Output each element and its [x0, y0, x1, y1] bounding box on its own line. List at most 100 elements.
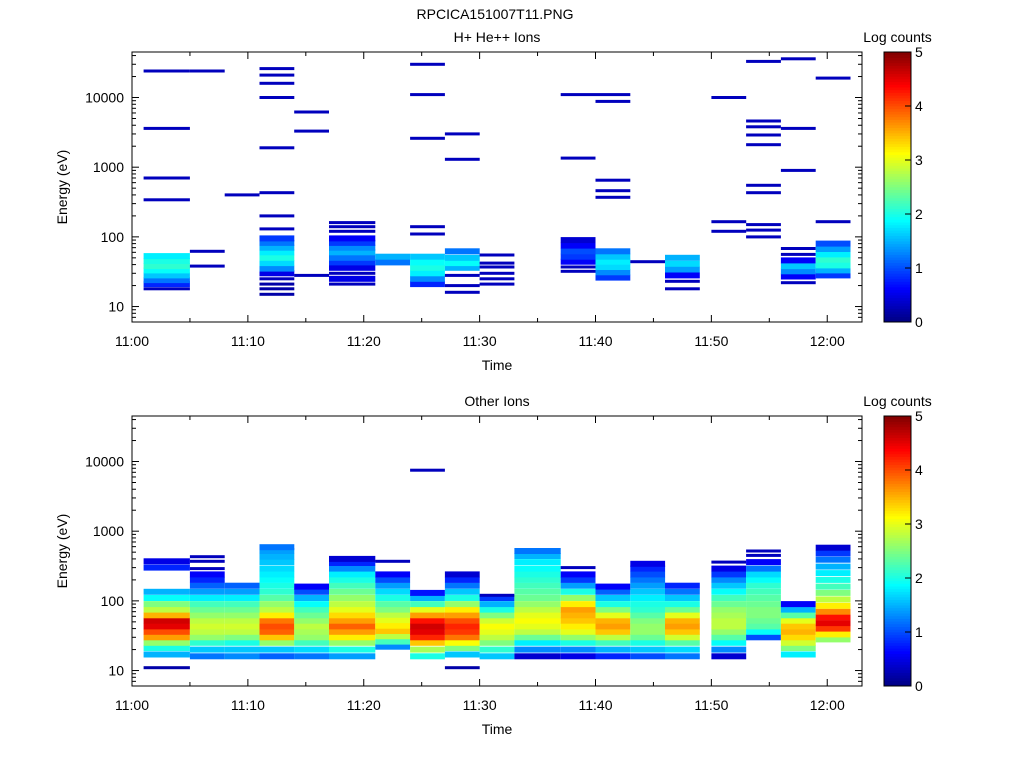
p0-colorbar-band	[884, 286, 911, 290]
p1-colorbar-band	[884, 591, 911, 595]
p1-colorbar-band	[884, 656, 911, 660]
p1-colorbar-band	[884, 567, 911, 571]
p0-cell-5-9	[329, 235, 376, 242]
p1-cell-9-10	[479, 595, 515, 601]
p0-cell-13-4	[665, 260, 700, 267]
p1-cell-3-1	[259, 646, 295, 653]
p1-cell-0-8	[143, 612, 190, 619]
p1-colorbar-band	[884, 486, 911, 490]
p0-colorbar-band	[884, 241, 911, 245]
p0-cell-3-3	[259, 277, 295, 281]
p1-cell-16-9	[746, 582, 781, 589]
p0-colorbar-band	[884, 106, 911, 110]
p0-panel-title: H+ He++ Ions	[454, 29, 541, 45]
p0-colorbar-band	[884, 133, 911, 137]
p1-cell-11-3	[560, 634, 596, 641]
p0-colorbar-band	[884, 311, 911, 315]
p1-colorbar-band	[884, 551, 911, 555]
p0-colorbar-band	[884, 265, 911, 269]
p1-cell-8-2	[444, 645, 480, 652]
p1-colorbar-band	[884, 483, 911, 487]
p1-cell-6-6	[375, 611, 411, 618]
p1-cell-15-0	[711, 653, 747, 660]
p1-cell-15-2	[711, 639, 747, 646]
p1-cell-11-5	[560, 623, 596, 630]
p1-cell-13-10	[630, 595, 666, 601]
p1-cell-10-17	[514, 553, 561, 559]
p1-colorbar-band	[884, 596, 911, 600]
p1-cell-8-12	[444, 588, 480, 595]
p0-colorbar-band	[884, 238, 911, 242]
p1-cell-10-10	[514, 595, 561, 601]
p0-cell-17-4	[815, 251, 851, 258]
p1-colorbar-band	[884, 472, 911, 476]
p1-cell-1-1	[189, 646, 225, 653]
p1-cell-16-0	[746, 634, 781, 641]
p0-colorbar-band	[884, 276, 911, 280]
p1-cell-11-13	[560, 576, 596, 583]
p1-cell-14-4	[665, 628, 700, 635]
p0-colorbar-band	[884, 300, 911, 304]
p1-cell-3-17	[259, 553, 295, 560]
p1-cell-4-7	[294, 612, 329, 619]
p1-cell-3-13	[259, 576, 295, 583]
p0-cell-11-9	[595, 99, 631, 103]
p1-colorbar-band	[884, 461, 911, 465]
p1-cell-14-12	[665, 582, 700, 589]
p0-cell-16-6	[780, 247, 816, 250]
p0-cell-3-15	[259, 146, 295, 150]
p0-cell-16-3	[780, 263, 816, 270]
p0-colorbar-band	[884, 214, 911, 218]
p0-cell-10-5	[560, 242, 596, 249]
p1-cell-14-1	[665, 646, 700, 653]
p0-cell-3-18	[259, 73, 295, 77]
p0-cell-16-5	[780, 252, 816, 256]
p0-cell-3-19	[259, 67, 295, 71]
p0-colorbar-band	[884, 205, 911, 209]
p1-cell-9-1	[479, 646, 515, 653]
p1-cell-0-6	[143, 623, 190, 630]
p1-colorbar-band	[884, 578, 911, 582]
p1-cell-0-2	[143, 645, 190, 652]
p0-cell-11-4	[595, 253, 631, 260]
p0-cell-13-5	[665, 254, 700, 261]
p0-cell-11-3	[595, 258, 631, 265]
p1-cell-1-11	[189, 588, 225, 595]
p0-cell-3-5	[259, 265, 295, 272]
p0-colorbar-band	[884, 65, 911, 69]
p1-cell-14-2	[665, 639, 700, 646]
p1-data-cells	[143, 468, 851, 670]
p1-cell-7-7	[410, 612, 445, 619]
p1-cell-10-1	[514, 646, 561, 653]
p0-cell-3-12	[259, 227, 295, 231]
p0-cell-5-7	[329, 244, 376, 251]
p1-cell-4-3	[294, 634, 329, 641]
p1-cell-18-7	[815, 596, 851, 603]
p0-colorbar-band	[884, 297, 911, 301]
p0-colorbar-band	[884, 208, 911, 212]
p0-colorbar-band	[884, 92, 911, 96]
p1-cell-18-5	[815, 608, 851, 615]
p0-cell-5-11	[329, 225, 376, 229]
p0-colorbar-band	[884, 146, 911, 150]
p1-cell-5-1	[329, 646, 376, 653]
p0-colorbar-band	[884, 178, 911, 182]
p1-cell-4-6	[294, 617, 329, 624]
p1-cell-11-11	[560, 588, 596, 595]
p1-cell-10-12	[514, 582, 561, 589]
p1-cell-11-1	[560, 646, 596, 653]
p0-x-tick-label-6: 12:00	[810, 333, 845, 349]
p0-cell-7-4	[410, 259, 445, 266]
p1-cell-7-3	[410, 634, 445, 641]
p0-cell-3-1	[259, 287, 295, 291]
p0-cell-17-1	[815, 267, 851, 274]
p1-cell-2-1	[224, 646, 260, 653]
p0-cell-10-8	[560, 93, 596, 97]
p1-colorbar-band	[884, 559, 911, 563]
p0-colorbar-band	[884, 216, 911, 220]
p0-colorbar-band	[884, 268, 911, 272]
p1-cell-15-4	[711, 628, 747, 635]
p0-colorbar-band	[884, 295, 911, 299]
p0-cell-5-6	[329, 249, 376, 256]
